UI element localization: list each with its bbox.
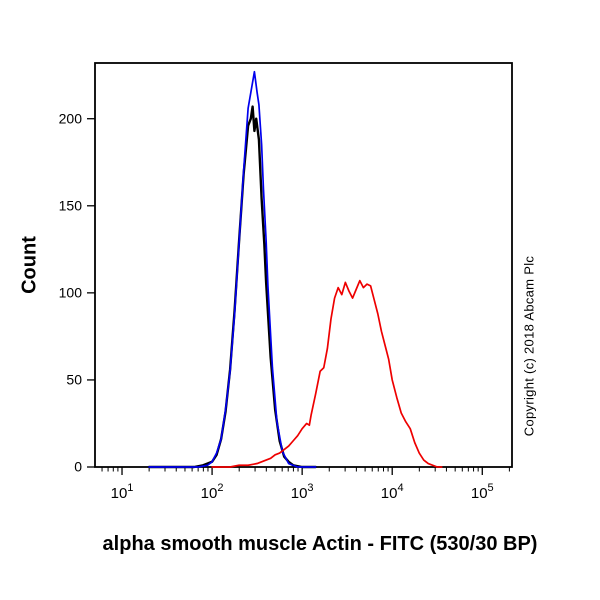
series-isotype-control-blue bbox=[148, 70, 317, 468]
copyright-text: Copyright (c) 2018 Abcam Plc bbox=[521, 255, 537, 437]
x-tick-label: 101 bbox=[111, 482, 134, 502]
y-tick-label: 200 bbox=[59, 110, 83, 126]
y-tick-label: 150 bbox=[59, 197, 83, 213]
x-tick-label: 102 bbox=[201, 482, 224, 502]
x-tick-label: 105 bbox=[471, 482, 494, 502]
y-tick-label: 0 bbox=[74, 459, 82, 475]
x-tick-label: 103 bbox=[291, 482, 314, 502]
x-axis-title: alpha smooth muscle Actin - FITC (530/30… bbox=[102, 533, 538, 555]
series-unlabelled-control-black bbox=[147, 105, 317, 469]
y-tick-label: 100 bbox=[59, 285, 83, 301]
series-alpha-smooth-muscle-actin-red bbox=[211, 279, 443, 468]
x-tick-label: 104 bbox=[381, 482, 404, 502]
y-axis-label: Count bbox=[18, 236, 41, 294]
y-tick-label: 50 bbox=[66, 372, 82, 388]
plot-frame bbox=[94, 62, 513, 468]
